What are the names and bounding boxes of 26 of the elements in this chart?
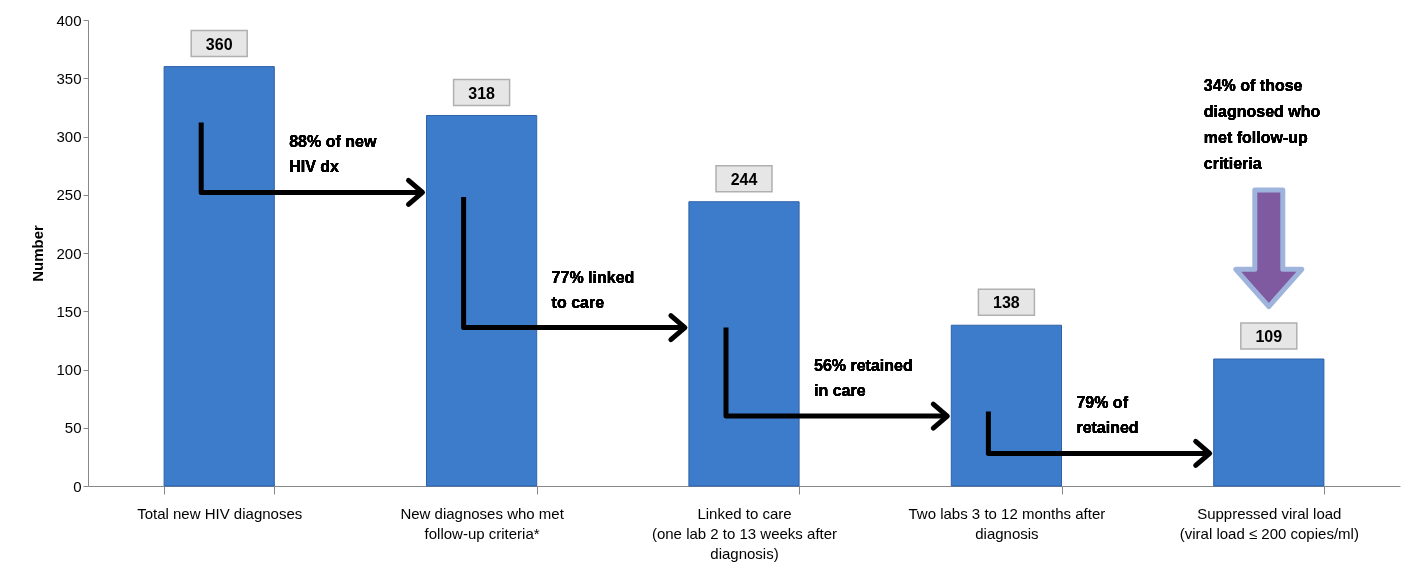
- y-tick-label: 100: [56, 361, 82, 378]
- y-tick-label: 150: [56, 302, 82, 320]
- annotation: 77% linked to care: [551, 268, 635, 311]
- x-tick-label: Two labs 3 to 12 months after diagnosis: [908, 504, 1106, 542]
- y-tick-label: 0: [73, 477, 82, 495]
- data-label: 244: [730, 170, 758, 188]
- annotation: 79% of retained: [1076, 394, 1139, 437]
- y-axis-title: Number: [29, 225, 47, 282]
- y-tick-label: 200: [56, 244, 82, 262]
- x-tick-label: New diagnoses who met follow-up criteria*: [400, 504, 565, 542]
- y-tick-label: 400: [56, 11, 82, 29]
- data-label: 138: [993, 294, 1020, 312]
- annotation: 34% of those diagnosed who met follow-up critieria: [1203, 77, 1321, 173]
- annotation: 88% of new HIV dx: [289, 133, 377, 176]
- x-tick-label: Linked to care (one lab 2 to 13 weeks after diagnosis): [651, 504, 838, 562]
- y-tick-label: 350: [56, 69, 82, 87]
- y-tick-label: 50: [64, 419, 82, 437]
- x-tick-label: Suppressed viral load (viral load ≤ 200 copies/ml): [1179, 504, 1359, 542]
- y-tick-label: 250: [56, 186, 82, 204]
- data-label: 360: [205, 35, 233, 53]
- data-label: 318: [468, 84, 496, 102]
- bar: [1213, 358, 1325, 487]
- annotation: 56% retained in care: [814, 357, 913, 400]
- x-tick-label: Total new HIV diagnoses: [137, 504, 303, 522]
- y-tick-label: 300: [56, 128, 82, 145]
- data-label: 109: [1255, 328, 1283, 346]
